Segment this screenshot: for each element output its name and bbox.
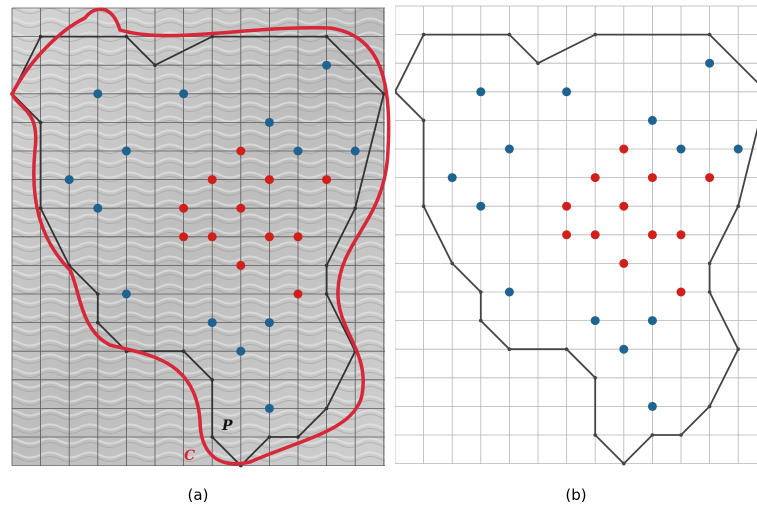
red-point bbox=[591, 173, 600, 182]
vertex bbox=[508, 347, 512, 351]
vertex bbox=[325, 35, 329, 39]
vertex bbox=[708, 33, 712, 37]
blue-point bbox=[236, 347, 245, 356]
blue-point bbox=[351, 147, 360, 156]
blue-point bbox=[294, 147, 303, 156]
vertex bbox=[736, 347, 740, 351]
blue-point bbox=[265, 404, 274, 413]
red-point bbox=[562, 230, 571, 239]
vertex bbox=[479, 319, 483, 323]
vertex bbox=[708, 290, 712, 294]
red-point bbox=[705, 173, 714, 182]
red-point bbox=[294, 232, 303, 241]
blue-point bbox=[648, 402, 657, 411]
red-point bbox=[591, 230, 600, 239]
blue-point bbox=[122, 290, 131, 299]
panel-b bbox=[393, 6, 757, 465]
red-point bbox=[236, 261, 245, 270]
vertex bbox=[622, 462, 626, 466]
polygon-p bbox=[395, 35, 757, 464]
vertex bbox=[593, 33, 597, 37]
label-c: C bbox=[184, 448, 195, 464]
vertex bbox=[210, 378, 214, 382]
vertex bbox=[153, 63, 157, 67]
blue-point bbox=[591, 316, 600, 325]
red-point bbox=[179, 204, 188, 213]
blue-point bbox=[322, 61, 331, 70]
blue-point bbox=[505, 288, 514, 297]
red-point bbox=[294, 290, 303, 299]
vertex bbox=[39, 121, 43, 125]
vertex bbox=[736, 204, 740, 208]
blue-point bbox=[93, 89, 102, 98]
vertex bbox=[508, 33, 512, 37]
red-point bbox=[322, 175, 331, 184]
red-point bbox=[648, 230, 657, 239]
vertex bbox=[708, 262, 712, 266]
blue-point bbox=[677, 145, 686, 154]
figure: P C (a) (b) bbox=[0, 0, 757, 506]
blue-point bbox=[648, 316, 657, 325]
red-point bbox=[677, 230, 686, 239]
vertex bbox=[593, 433, 597, 437]
vertex bbox=[325, 292, 329, 296]
blue-point bbox=[562, 87, 571, 96]
red-point bbox=[619, 202, 628, 211]
red-point bbox=[562, 202, 571, 211]
blue-point bbox=[705, 59, 714, 68]
vertex bbox=[96, 321, 100, 325]
vertex bbox=[422, 119, 426, 123]
vertex bbox=[593, 376, 597, 380]
blue-point bbox=[93, 204, 102, 213]
red-point bbox=[677, 288, 686, 297]
red-point bbox=[265, 175, 274, 184]
red-point bbox=[236, 204, 245, 213]
red-point bbox=[619, 259, 628, 268]
red-point bbox=[236, 147, 245, 156]
blue-point bbox=[265, 118, 274, 127]
red-point bbox=[208, 175, 217, 184]
vertex bbox=[708, 405, 712, 409]
blue-point bbox=[179, 89, 188, 98]
vertex bbox=[210, 435, 214, 439]
vertex bbox=[422, 204, 426, 208]
red-point bbox=[265, 232, 274, 241]
blue-point bbox=[208, 318, 217, 327]
red-point bbox=[648, 173, 657, 182]
blue-point bbox=[648, 116, 657, 125]
caption-a: (a) bbox=[188, 486, 209, 504]
vertex bbox=[125, 35, 129, 39]
vertex bbox=[679, 433, 683, 437]
vertex bbox=[536, 61, 540, 65]
blue-point bbox=[476, 87, 485, 96]
red-point bbox=[208, 232, 217, 241]
blue-point bbox=[265, 318, 274, 327]
vertex bbox=[39, 35, 43, 39]
vertex bbox=[422, 33, 426, 37]
vertex bbox=[479, 290, 483, 294]
caption-b: (b) bbox=[565, 486, 586, 504]
vertex bbox=[182, 349, 186, 353]
red-point bbox=[179, 232, 188, 241]
vertex bbox=[325, 407, 329, 411]
vertex bbox=[393, 90, 397, 94]
blue-point bbox=[505, 145, 514, 154]
vertex bbox=[296, 435, 300, 439]
vertex bbox=[565, 347, 569, 351]
blue-point bbox=[122, 147, 131, 156]
blue-point bbox=[619, 345, 628, 354]
vertex bbox=[325, 264, 329, 268]
blue-point bbox=[448, 173, 457, 182]
blue-point bbox=[65, 175, 74, 184]
blue-point bbox=[476, 202, 485, 211]
vertex bbox=[651, 433, 655, 437]
blue-point bbox=[734, 145, 743, 154]
vertex bbox=[96, 292, 100, 296]
red-point bbox=[619, 145, 628, 154]
vertex bbox=[268, 435, 272, 439]
label-p: P bbox=[221, 418, 233, 434]
vertex bbox=[353, 206, 357, 210]
vertex bbox=[450, 262, 454, 266]
